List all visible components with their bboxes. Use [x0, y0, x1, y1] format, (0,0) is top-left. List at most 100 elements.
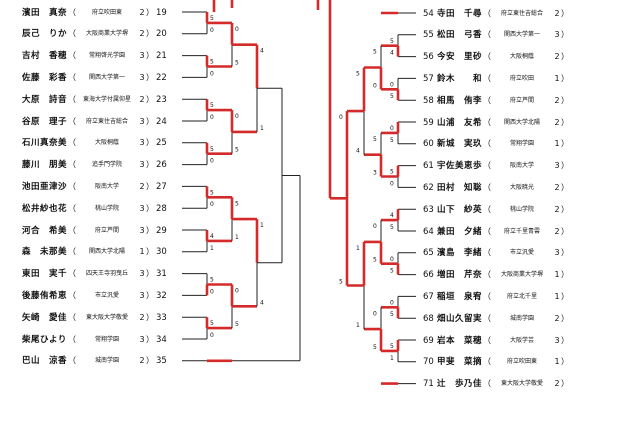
- school-name: 城南学園: [94, 357, 119, 365]
- paren-close: ）: [146, 51, 154, 61]
- score-label: 4: [390, 212, 394, 219]
- paren-close: ）: [561, 95, 569, 105]
- score-label: 5: [373, 136, 377, 143]
- seed-number: 62: [423, 182, 434, 193]
- school-name: 府立東住吉総合: [85, 117, 128, 125]
- entry-row: 藤川 朋美（ 追手門学院 3） 26: [22, 158, 170, 172]
- seed-number: 21: [156, 51, 167, 62]
- seed-number: 27: [156, 181, 167, 192]
- grade: 2: [139, 94, 145, 104]
- school-name: 城南学園: [509, 314, 534, 322]
- seed-number: 63: [423, 204, 434, 215]
- score-label: 0: [210, 70, 214, 77]
- seed-number: 26: [156, 160, 167, 171]
- grade: 1: [554, 291, 560, 301]
- player-name: 鈴木 和: [437, 73, 483, 84]
- score-label: 4: [390, 50, 394, 57]
- score-label: 0: [373, 82, 377, 89]
- score-label: 4: [210, 233, 214, 240]
- paren-close: ）: [561, 204, 569, 214]
- paren-close: ）: [561, 226, 569, 236]
- grade: 3: [139, 72, 145, 82]
- paren-open: （: [483, 313, 491, 323]
- school-name: 大阪暁光: [509, 183, 534, 191]
- paren-close: ）: [561, 8, 569, 18]
- seed-number: 70: [423, 357, 434, 368]
- score-label: 5: [390, 224, 394, 231]
- entry-row: 57 鈴木 和（ 府立吹田 1）: [423, 71, 571, 85]
- seed-number: 69: [423, 335, 434, 346]
- paren-open: （: [68, 356, 76, 366]
- score-label: 0: [235, 113, 239, 120]
- paren-open: （: [483, 335, 491, 345]
- paren-close: ）: [561, 291, 569, 301]
- school-name: 府立芦間: [509, 96, 534, 104]
- player-name: 吉村 香穂: [22, 51, 68, 62]
- grade: 1: [554, 357, 560, 367]
- grade: 3: [139, 138, 145, 148]
- player-name: 佐藤 彩香: [22, 72, 68, 83]
- entry-row: 矢崎 愛佳（ 東大阪大学敬愛 2） 33: [22, 310, 170, 324]
- paren-open: （: [483, 248, 491, 258]
- player-name: 谷原 理子: [22, 116, 68, 127]
- paren-close: ）: [146, 138, 154, 148]
- school-name: 府立芦間: [94, 226, 119, 234]
- player-name: 柴尾ひより: [22, 334, 67, 345]
- entry-row: 59 山浦 友希（ 関西大学北陽 2）: [423, 115, 571, 129]
- paren-open: （: [68, 72, 76, 82]
- score-label: 0: [390, 125, 394, 132]
- paren-open: （: [68, 181, 76, 191]
- paren-close: ）: [146, 160, 154, 170]
- score-label: 0: [390, 256, 394, 263]
- score-label: 0: [210, 332, 214, 339]
- seed-number: 29: [156, 225, 167, 236]
- player-name: 稲垣 泉宥: [437, 291, 483, 302]
- paren-open: （: [483, 291, 491, 301]
- entry-row: 64 兼田 夕緒（ 府立千里青雲 2）: [423, 224, 571, 238]
- grade: 3: [139, 225, 145, 235]
- paren-close: ）: [146, 334, 154, 344]
- score-label: 5: [390, 137, 394, 144]
- school-name: 大阪桐蔭: [94, 139, 119, 147]
- entry-row: 吉村 香穂（ 常翔啓光学園 3） 21: [22, 49, 170, 63]
- paren-close: ）: [146, 29, 154, 39]
- paren-open: （: [483, 73, 491, 83]
- entry-row: 巴山 涼香（ 城南学園 2） 35: [22, 354, 170, 368]
- score-label: 1: [260, 125, 264, 132]
- grade: 3: [139, 160, 145, 170]
- school-name: 東海大学付属仰星: [82, 95, 131, 103]
- entry-row: 大原 詩音（ 東海大学付属仰星 2） 23: [22, 92, 170, 106]
- seed-number: 23: [156, 94, 167, 105]
- seed-number: 24: [156, 116, 167, 127]
- school-name: 府立千里青雲: [503, 227, 540, 235]
- score-label: 0: [210, 27, 214, 34]
- score-label: 4: [260, 299, 264, 306]
- score-label: 5: [235, 60, 239, 67]
- seed-number: 67: [423, 291, 434, 302]
- paren-open: （: [483, 95, 491, 105]
- grade: 3: [554, 248, 560, 258]
- paren-close: ）: [561, 30, 569, 40]
- score-label: 1: [210, 245, 214, 252]
- score-label: 5: [235, 147, 239, 154]
- player-name: 岩本 菜穂: [437, 335, 483, 346]
- score-label: 5: [390, 343, 394, 350]
- entry-row: 67 稲垣 泉宥（ 府立北千里 1）: [423, 289, 571, 303]
- paren-open: （: [483, 204, 491, 214]
- grade: 3: [139, 51, 145, 61]
- entry-row: 56 今安 里砂（ 大阪桐蔭 2）: [423, 50, 571, 64]
- paren-open: （: [68, 138, 76, 148]
- grade: 2: [139, 7, 145, 17]
- paren-close: ）: [146, 181, 154, 191]
- player-name: 石川真奈美: [22, 138, 68, 149]
- grade: 2: [554, 95, 560, 105]
- score-label: 1: [390, 355, 394, 362]
- seed-number: 61: [423, 161, 434, 172]
- entry-row: 石川真奈美（ 大阪桐蔭 3） 25: [22, 136, 170, 150]
- school-name: 関西大学北陽: [88, 248, 125, 256]
- school-name: 関西大学第一: [503, 31, 540, 39]
- score-label: 5: [210, 277, 214, 284]
- paren-open: （: [68, 51, 76, 61]
